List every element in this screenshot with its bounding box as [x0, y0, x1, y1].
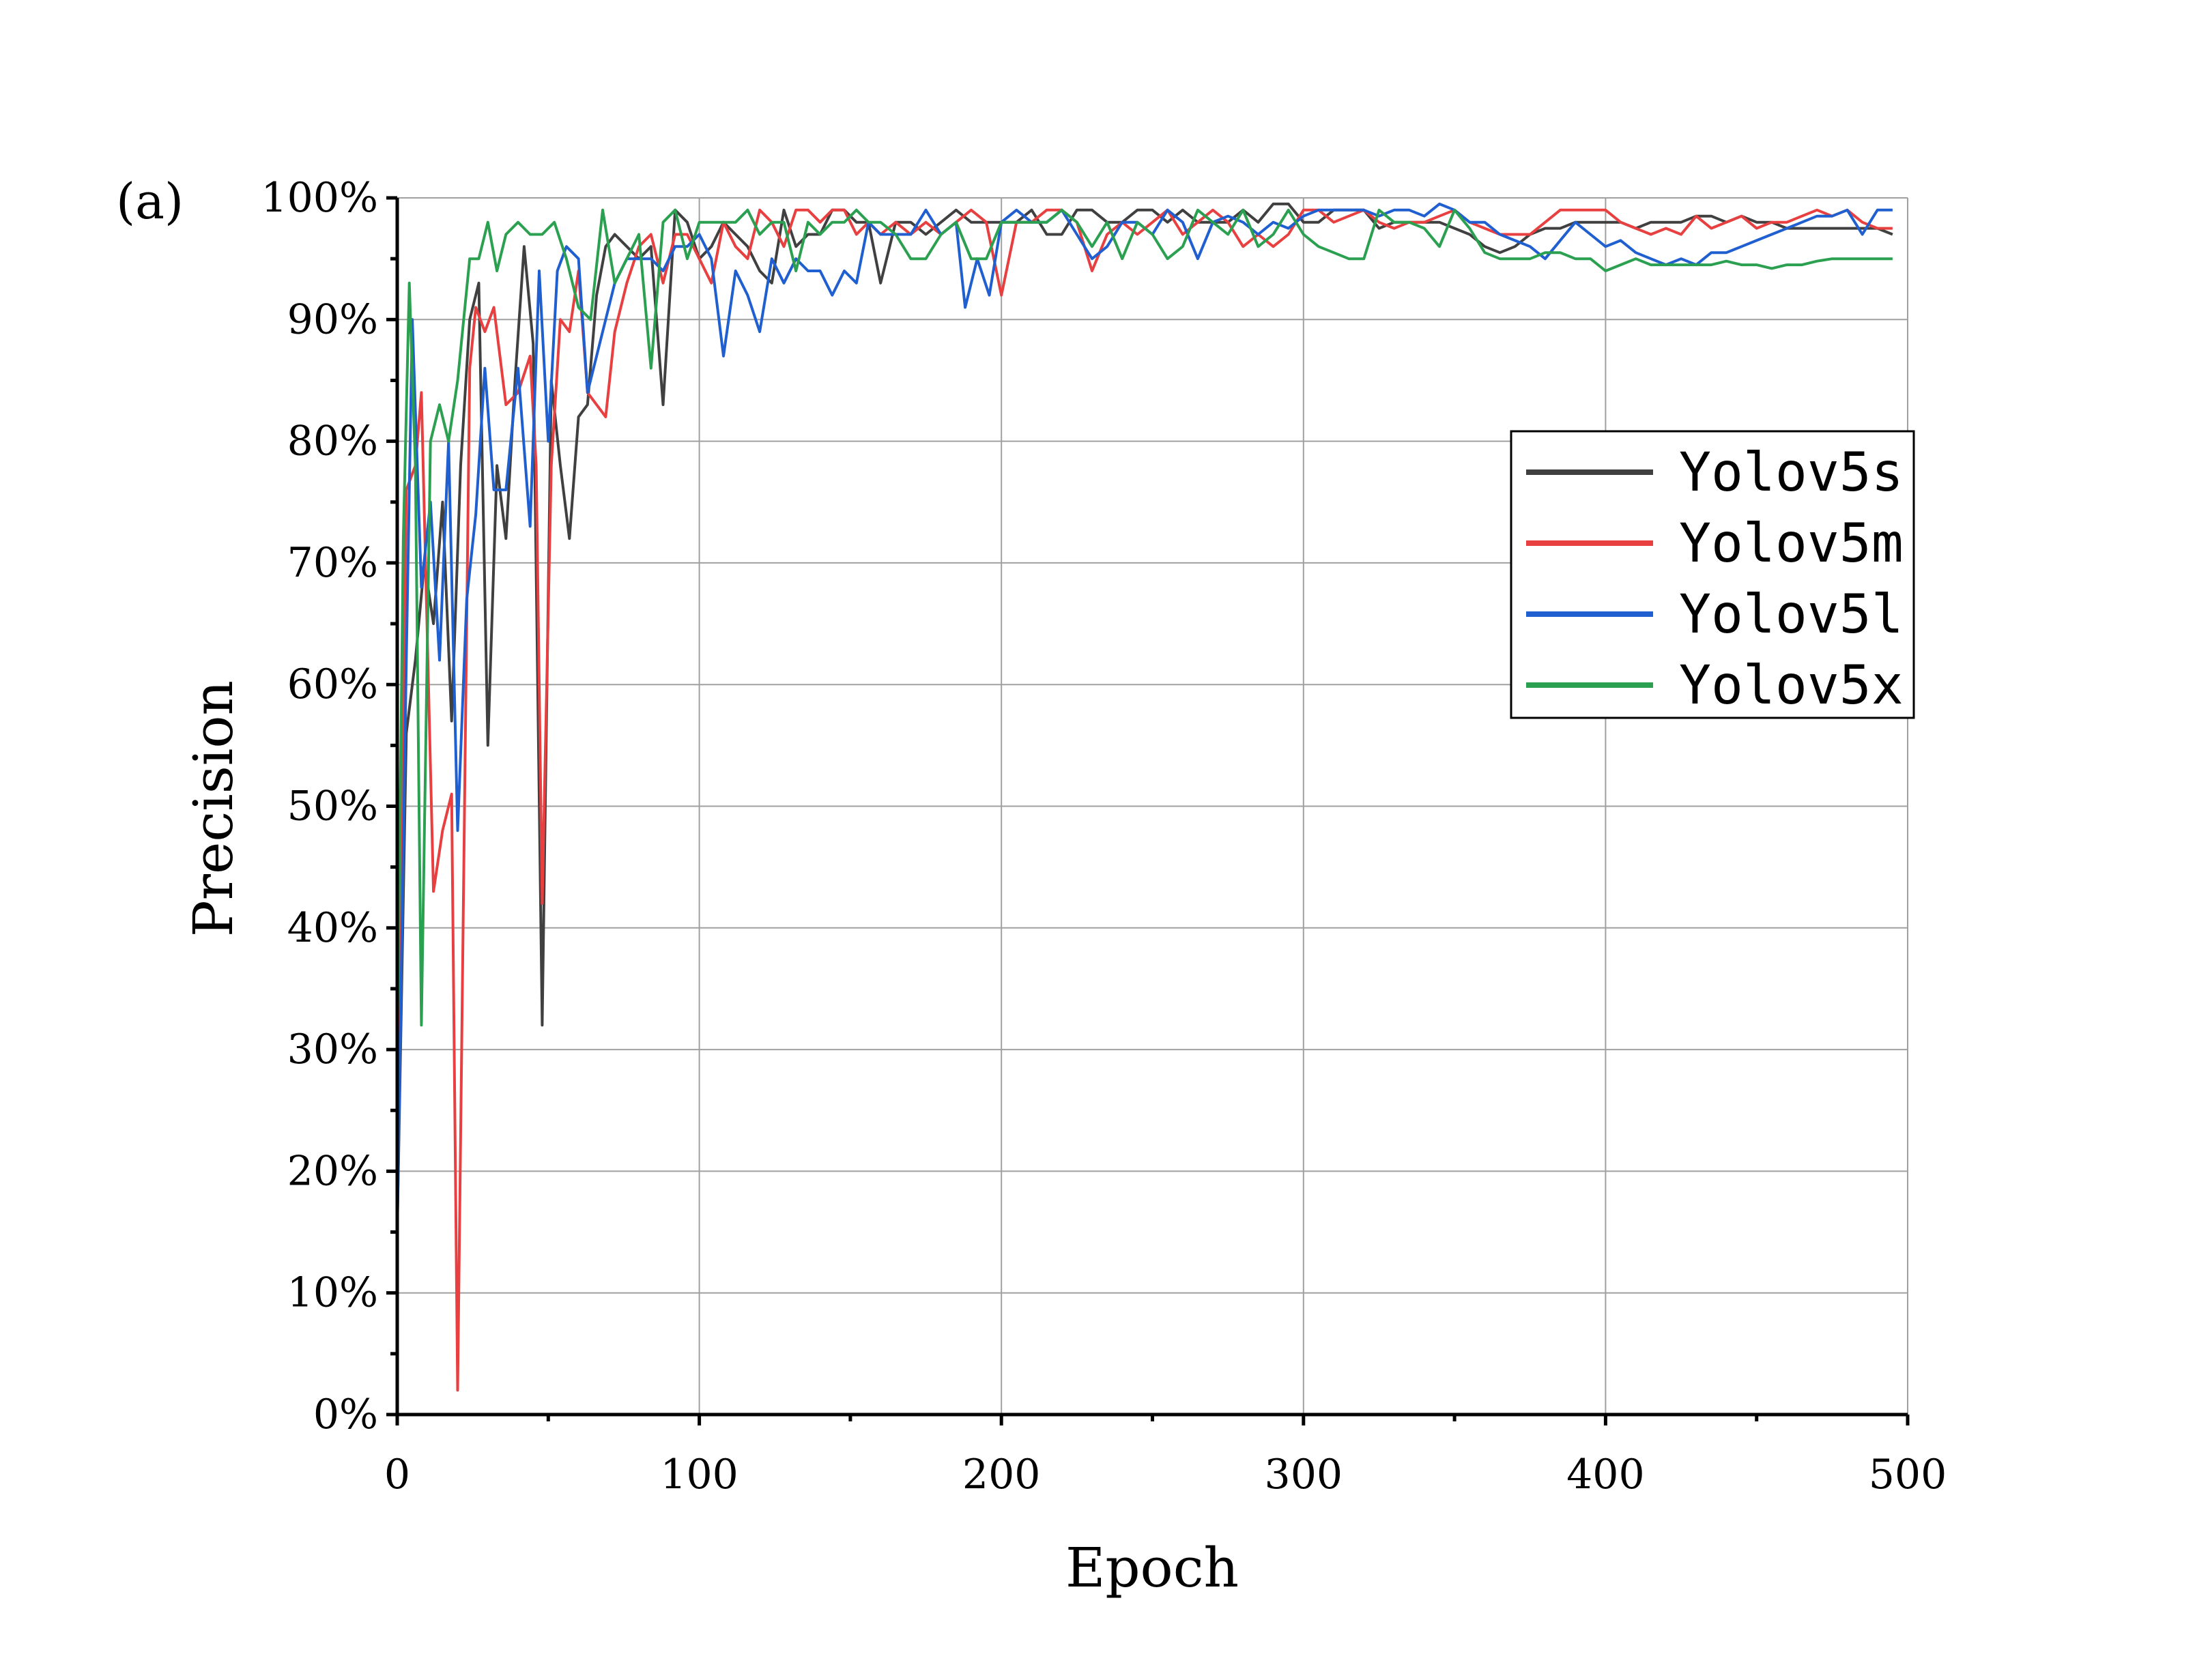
y-tick-label: 10%	[287, 1269, 378, 1317]
y-tick-label: 100%	[261, 174, 378, 222]
x-tick-label: 300	[1265, 1451, 1343, 1498]
panel-label: (a)	[116, 173, 184, 230]
y-tick-label: 70%	[287, 539, 378, 587]
legend-entries: Yolov5s Yolov5m Yolov5l Yolov5x	[1526, 442, 1904, 716]
y-tick-label: 80%	[287, 418, 378, 465]
y-tick-label: 0%	[313, 1391, 378, 1438]
legend: Yolov5s Yolov5m Yolov5l Yolov5x	[1510, 430, 1915, 719]
y-tick-label: 90%	[287, 295, 378, 343]
y-tick-label: 60%	[287, 661, 378, 708]
series-lines	[396, 202, 1893, 1392]
x-tick-label: 0	[384, 1451, 410, 1498]
tick-labels: 0% 10% 20% 30% 40% 50% 60% 70% 80% 90% 100% 0 100 200…	[261, 174, 1947, 1498]
x-tick-label: 200	[962, 1451, 1041, 1498]
series-line-yolov5x	[396, 208, 1893, 1050]
y-tick-label: 40%	[287, 904, 378, 952]
x-axis-title: Epoch	[1065, 1536, 1239, 1599]
axes	[386, 196, 1910, 1425]
y-axis-title: Precision	[182, 680, 245, 937]
legend-label-yolov5m: Yolov5m	[1679, 513, 1904, 575]
x-tick-label: 100	[660, 1451, 738, 1498]
legend-label-yolov5x: Yolov5x	[1679, 655, 1904, 716]
gridlines	[397, 197, 1908, 1415]
legend-frame	[1510, 430, 1915, 719]
y-tick-label: 30%	[287, 1026, 378, 1073]
y-tick-label: 20%	[287, 1147, 378, 1195]
series-line-yolov5m	[396, 208, 1893, 1392]
y-tick-label: 50%	[287, 783, 378, 830]
x-tick-label: 400	[1566, 1451, 1645, 1498]
x-tick-label: 500	[1869, 1451, 1947, 1498]
legend-label-yolov5l: Yolov5l	[1679, 584, 1904, 646]
legend-label-yolov5s: Yolov5s	[1679, 442, 1904, 504]
